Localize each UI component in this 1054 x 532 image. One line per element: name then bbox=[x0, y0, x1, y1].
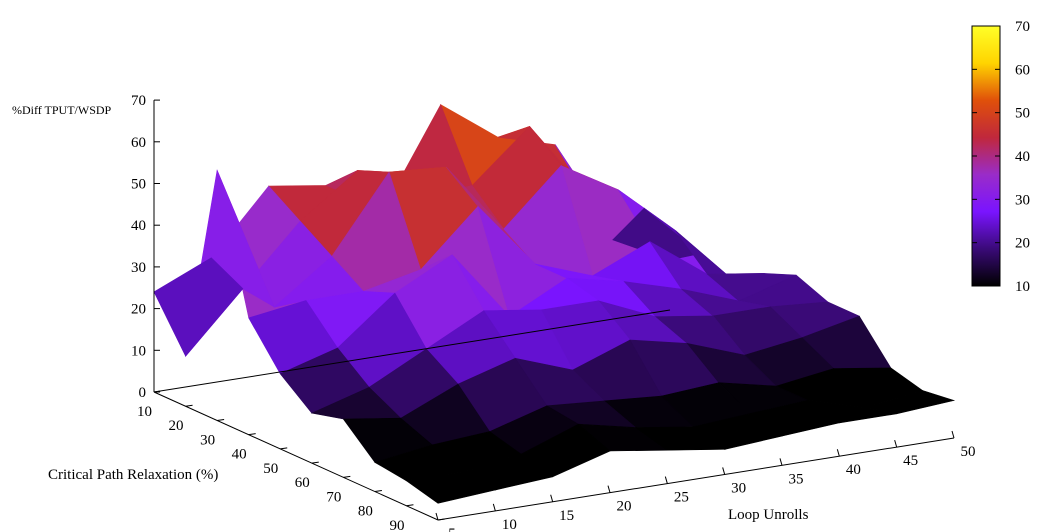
y-tick-mark bbox=[153, 390, 162, 393]
x-tick-label: 50 bbox=[961, 444, 976, 460]
x-tick-mark bbox=[550, 494, 554, 502]
x-tick-label: 20 bbox=[617, 499, 632, 515]
x-tick-label: 5 bbox=[448, 526, 456, 532]
x-tick-label: 25 bbox=[674, 490, 689, 506]
x-tick-label: 35 bbox=[789, 471, 804, 487]
x-tick-mark bbox=[894, 439, 898, 448]
x-tick-label: 40 bbox=[846, 462, 861, 478]
z-tick-label: 60 bbox=[131, 135, 146, 151]
colorbar-tick-label: 60 bbox=[1015, 62, 1030, 78]
surface-facet bbox=[634, 426, 726, 451]
colorbar-tick-label: 30 bbox=[1015, 192, 1030, 208]
y-tick-mark bbox=[311, 461, 319, 464]
y-tick-mark bbox=[248, 433, 256, 436]
y-tick-mark bbox=[406, 504, 414, 507]
z-tick-label: 30 bbox=[131, 260, 146, 276]
z-tick-label: 0 bbox=[139, 385, 147, 401]
tick-labels: 0102030405060701020304050607080901005101… bbox=[131, 93, 976, 532]
x-tick-mark bbox=[435, 512, 439, 521]
colorbar-tick-label: 40 bbox=[1015, 149, 1030, 165]
y-tick-mark bbox=[374, 490, 382, 493]
x-tick-label: 15 bbox=[559, 508, 574, 524]
colorbar-tick-label: 70 bbox=[1015, 19, 1030, 35]
surface-facet bbox=[153, 257, 244, 357]
surface-facet bbox=[405, 471, 497, 504]
x-tick-mark bbox=[664, 476, 668, 484]
y-tick-label: 50 bbox=[263, 461, 278, 477]
z-tick-label: 40 bbox=[131, 218, 146, 234]
x-tick-mark bbox=[951, 430, 955, 439]
x-axis-label: Loop Unrolls bbox=[728, 507, 809, 523]
y-axis-label: Critical Path Relaxation (%) bbox=[48, 467, 218, 483]
y-tick-label: 30 bbox=[200, 432, 215, 448]
x-tick-label: 30 bbox=[731, 480, 746, 496]
y-tick-label: 20 bbox=[169, 418, 184, 434]
x-tick-mark bbox=[492, 503, 496, 512]
z-tick-label: 50 bbox=[131, 177, 146, 193]
y-tick-mark bbox=[217, 418, 225, 421]
x-tick-mark bbox=[836, 449, 840, 457]
x-tick-mark bbox=[779, 458, 783, 466]
z-tick-label: 10 bbox=[131, 343, 146, 359]
y-tick-label: 90 bbox=[389, 518, 404, 532]
x-tick-mark bbox=[607, 485, 611, 493]
colorbar-tick-label: 50 bbox=[1015, 106, 1030, 122]
axes bbox=[153, 99, 955, 521]
y-tick-mark bbox=[343, 475, 351, 478]
y-tick-mark bbox=[437, 518, 446, 521]
y-tick-mark bbox=[280, 447, 288, 450]
y-tick-label: 80 bbox=[358, 504, 373, 520]
x-tick-label: 10 bbox=[502, 517, 517, 532]
colorbar: 10 20 30 40 50 60 70 bbox=[971, 19, 1030, 295]
y-tick-mark bbox=[185, 404, 193, 407]
x-tick-label: 45 bbox=[903, 453, 918, 469]
y-tick-label: 10 bbox=[137, 404, 152, 420]
colorbar-tick-label: 20 bbox=[1015, 236, 1030, 252]
z-axis-label: %Diff TPUT/WSDP bbox=[12, 103, 112, 117]
y-tick-label: 40 bbox=[232, 447, 247, 463]
x-tick-mark bbox=[722, 467, 726, 475]
colorbar-tick-label: 10 bbox=[1015, 279, 1030, 295]
y-tick-label: 60 bbox=[295, 475, 310, 491]
z-tick-label: 20 bbox=[131, 302, 146, 318]
surface-mesh bbox=[153, 103, 956, 504]
y-axis-line bbox=[153, 391, 439, 521]
back-floor-line bbox=[153, 309, 671, 393]
x-axis-line bbox=[437, 437, 955, 521]
z-tick-label: 70 bbox=[131, 93, 146, 109]
y-tick-label: 70 bbox=[326, 489, 341, 505]
